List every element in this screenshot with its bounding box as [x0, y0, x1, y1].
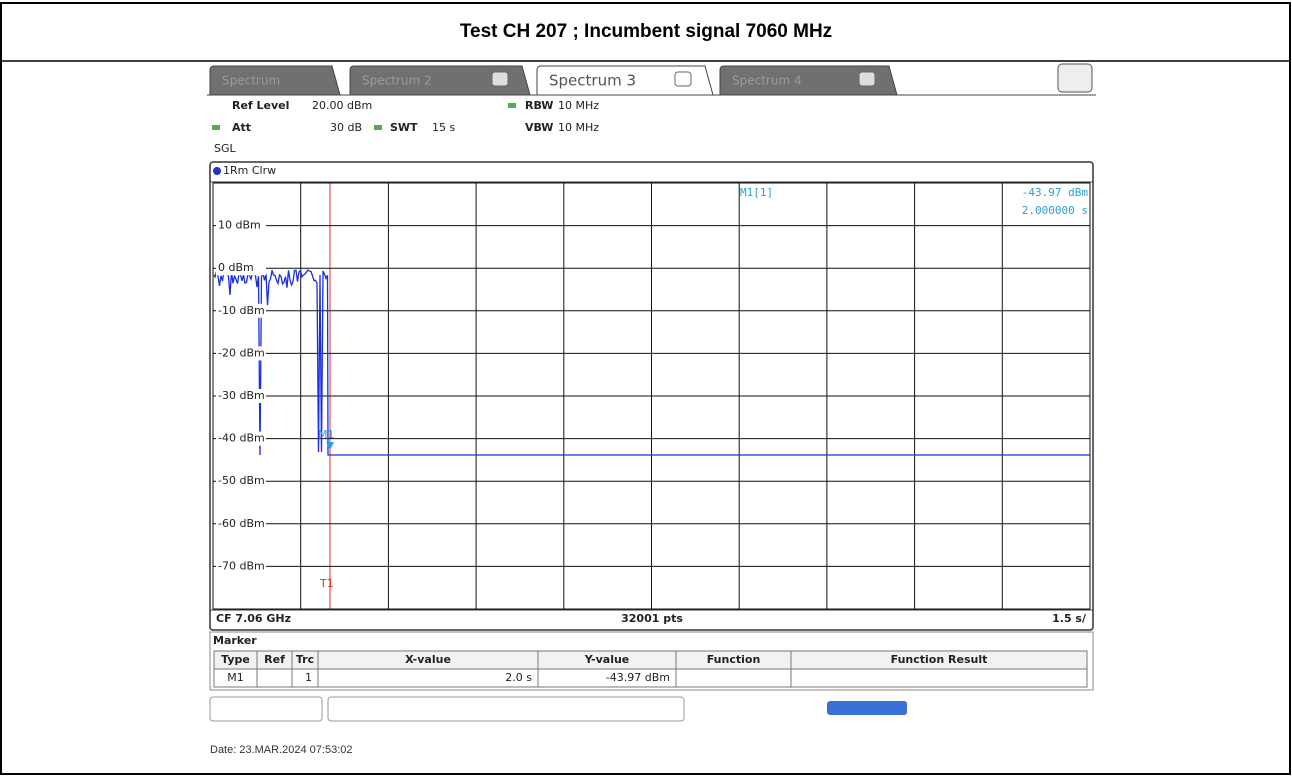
tab[interactable]: [719, 65, 898, 96]
y-axis-label: -10 dBm: [218, 304, 265, 317]
indicator: [508, 103, 516, 108]
table-cell: 1: [305, 671, 312, 684]
label-bg: [216, 431, 266, 446]
column-header: X-value: [405, 653, 451, 666]
label: SGL: [214, 142, 237, 155]
table-row: [213, 668, 1088, 688]
sweep: 1.5 s/: [1052, 612, 1087, 625]
label: SWT: [390, 121, 418, 134]
points: 32001 pts: [621, 612, 683, 625]
label: 15 s: [432, 121, 455, 134]
label: 20.00 dBm: [312, 99, 372, 112]
y-axis-label: 10 dBm: [218, 219, 261, 232]
tab[interactable]: [536, 65, 714, 96]
trigger-label: T1: [319, 577, 334, 590]
label-bg: [216, 474, 266, 489]
table-cell: -43.97 dBm: [606, 671, 670, 684]
label-bg: [216, 261, 266, 276]
label: VBW: [525, 121, 553, 134]
label: 1Rm Clrw: [223, 164, 276, 177]
tab[interactable]: [209, 65, 341, 96]
title: Test CH 207 ; Incumbent signal 7060 MHz: [460, 21, 832, 42]
tab[interactable]: [349, 65, 531, 96]
y-axis-label: 0 dBm: [218, 261, 254, 274]
graph-frame: [209, 161, 1094, 631]
tab-label: Spectrum 2: [362, 74, 432, 88]
tab-close[interactable]: [491, 71, 509, 87]
column-header: Function Result: [891, 653, 988, 666]
label-bg: [216, 218, 266, 233]
grid: [212, 182, 1091, 610]
tab-label: Spectrum: [222, 74, 280, 88]
tab-label: Spectrum 3: [549, 72, 636, 90]
status-box: [327, 696, 685, 722]
marker-label: M1: [318, 428, 335, 441]
indicator: [374, 125, 382, 130]
tab-label: Spectrum 4: [732, 74, 802, 88]
indicator: [212, 125, 220, 130]
label-bg: [216, 389, 266, 403]
label: 30 dB: [330, 121, 362, 134]
trace: [213, 269, 1090, 456]
progress-bar: [827, 701, 907, 715]
y-axis-label: -60 dBm: [218, 517, 265, 530]
marker-level: -43.97 dBm: [1022, 186, 1089, 199]
y-axis-label: -70 dBm: [218, 559, 265, 572]
table-cell: 2.0 s: [505, 671, 532, 684]
label-bg: [216, 346, 266, 361]
marker-symbol: [326, 442, 334, 450]
label-bg: [216, 303, 266, 318]
column-header: Ref: [264, 653, 285, 666]
column-header: Y-value: [584, 653, 630, 666]
marker-name: M1[1]: [740, 186, 773, 199]
column-header: Trc: [296, 653, 314, 666]
table-cell: M1: [227, 671, 244, 684]
marker-time: 2.000000 s: [1022, 204, 1088, 217]
label: RBW: [525, 99, 553, 112]
center-frequency: CF 7.06 GHz: [216, 612, 291, 625]
label: Ref Level: [232, 99, 289, 112]
column-header: Function: [707, 653, 761, 666]
tab-close[interactable]: [674, 71, 692, 87]
y-axis-label: -50 dBm: [218, 474, 265, 487]
label-bg: [216, 516, 266, 531]
label: 10 MHz: [558, 121, 599, 134]
y-axis-label: -30 dBm: [218, 389, 265, 402]
label: Att: [232, 121, 251, 134]
y-axis-label: -20 dBm: [218, 346, 265, 359]
label-bg: [216, 559, 266, 574]
table-title: Marker: [213, 634, 257, 647]
y-axis-label: -40 dBm: [218, 432, 265, 445]
menu-button[interactable]: [1057, 63, 1093, 93]
trace-dot: [213, 167, 221, 175]
tab-close[interactable]: [858, 71, 876, 87]
status-box: [209, 696, 323, 722]
label: 10 MHz: [558, 99, 599, 112]
date: Date: 23.MAR.2024 07:53:02: [210, 744, 352, 756]
column-header: Type: [221, 653, 250, 666]
